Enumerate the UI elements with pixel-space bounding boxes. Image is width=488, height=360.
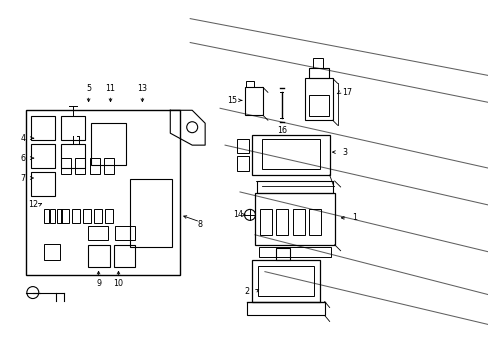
Text: 12: 12	[28, 201, 38, 210]
Bar	[61, 144, 84, 168]
Text: 11: 11	[105, 84, 115, 93]
Text: 13: 13	[137, 84, 147, 93]
Bar	[31, 116, 55, 140]
Bar	[93, 209, 102, 223]
Bar	[304, 78, 332, 120]
Bar	[61, 116, 84, 140]
Bar	[61, 158, 71, 174]
Bar	[57, 209, 61, 223]
Bar	[312, 58, 322, 68]
Bar	[308, 209, 321, 235]
Bar	[44, 244, 60, 260]
Bar	[246, 302, 324, 315]
Bar	[87, 245, 109, 267]
Bar	[276, 209, 288, 235]
Bar	[72, 209, 80, 223]
Bar	[251, 260, 319, 302]
Text: 3: 3	[342, 148, 346, 157]
Text: 6: 6	[20, 154, 25, 163]
Bar	[292, 209, 304, 235]
Bar	[275, 248, 289, 260]
Text: 16: 16	[276, 126, 286, 135]
Text: 15: 15	[226, 96, 237, 105]
Bar	[115, 226, 135, 240]
Bar	[26, 110, 180, 275]
Text: 2: 2	[244, 287, 249, 296]
Bar	[113, 245, 135, 267]
Bar	[89, 158, 100, 174]
Text: 1: 1	[351, 213, 356, 222]
Bar	[130, 179, 172, 247]
Bar	[237, 139, 248, 153]
Bar	[262, 139, 319, 169]
Bar	[245, 81, 253, 87]
Bar	[256, 181, 332, 193]
Bar	[44, 209, 49, 223]
Bar	[50, 209, 55, 223]
Text: 10: 10	[113, 279, 123, 288]
Bar	[75, 158, 85, 174]
Bar	[31, 144, 55, 168]
Bar	[254, 193, 334, 245]
Text: 8: 8	[197, 220, 202, 229]
Bar	[87, 226, 107, 240]
Bar	[308, 95, 328, 116]
Bar	[260, 209, 271, 235]
Bar	[104, 158, 114, 174]
Text: 9: 9	[96, 279, 101, 288]
Bar	[259, 247, 330, 257]
Text: 4: 4	[20, 134, 25, 143]
Bar	[90, 123, 126, 165]
Bar	[258, 266, 313, 296]
Bar	[237, 156, 248, 171]
Bar	[308, 68, 328, 78]
Bar	[104, 209, 112, 223]
Bar	[244, 87, 263, 115]
Bar	[82, 209, 90, 223]
Bar	[251, 135, 329, 175]
Bar	[61, 209, 68, 223]
Bar	[31, 172, 55, 196]
Text: 17: 17	[342, 88, 352, 97]
Text: 14: 14	[233, 210, 243, 219]
Text: 5: 5	[86, 84, 91, 93]
Text: 7: 7	[20, 174, 25, 183]
